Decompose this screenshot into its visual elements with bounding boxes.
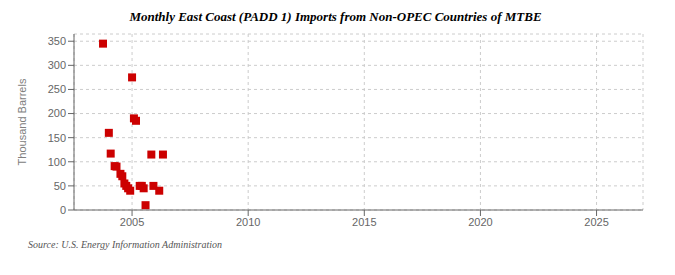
svg-text:50: 50 xyxy=(54,180,66,192)
svg-text:100: 100 xyxy=(48,156,66,168)
svg-text:300: 300 xyxy=(48,59,66,71)
svg-text:350: 350 xyxy=(48,35,66,47)
svg-text:2025: 2025 xyxy=(584,216,608,228)
svg-text:2010: 2010 xyxy=(236,216,260,228)
svg-text:2020: 2020 xyxy=(468,216,492,228)
svg-text:2005: 2005 xyxy=(120,216,144,228)
svg-text:200: 200 xyxy=(48,107,66,119)
svg-text:150: 150 xyxy=(48,132,66,144)
svg-text:2015: 2015 xyxy=(352,216,376,228)
html-text:Source: U.S. Energy Informatio: Source: U.S. Energy Information Administ… xyxy=(28,239,223,250)
svg-text:0: 0 xyxy=(60,204,66,216)
html-text:Monthly East Coast (PADD 1) Im: Monthly East Coast (PADD 1) Imports from… xyxy=(129,9,542,24)
svg-text:Thousand Barrels: Thousand Barrels xyxy=(16,78,28,165)
svg-text:250: 250 xyxy=(48,83,66,95)
